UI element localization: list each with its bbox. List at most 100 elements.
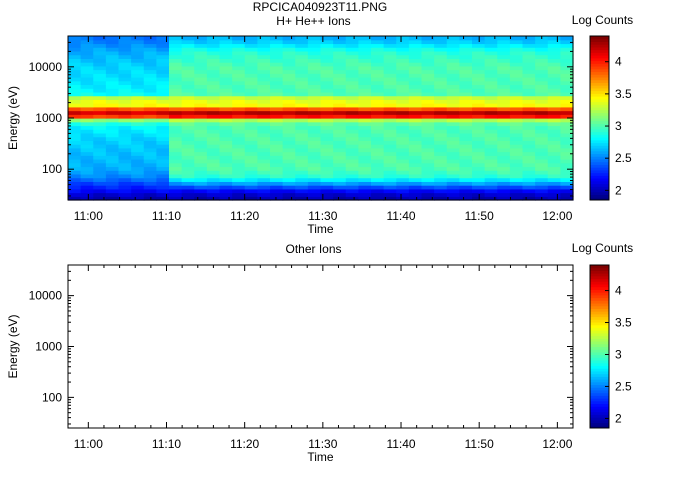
spectrogram-cell xyxy=(181,43,195,48)
spectrogram-cell xyxy=(484,62,498,67)
spectrogram-cell xyxy=(181,88,195,93)
spectrogram-cell xyxy=(484,125,498,130)
spectrogram-cell xyxy=(345,121,359,127)
spectrogram-cell xyxy=(194,114,208,119)
spectrogram-cell xyxy=(484,88,498,93)
spectrogram-cell xyxy=(459,166,473,171)
spectrogram-cell xyxy=(484,84,498,89)
spectrogram-cell xyxy=(547,114,561,119)
spectrogram-cell xyxy=(181,39,195,45)
spectrogram-cell xyxy=(118,162,132,168)
spectrogram-cell xyxy=(547,162,561,168)
spectrogram-cell xyxy=(282,99,296,104)
spectrogram-cell xyxy=(282,62,296,67)
spectrogram-cell xyxy=(93,170,107,175)
spectrogram-cell xyxy=(307,196,322,201)
spectrogram-cell xyxy=(421,80,435,86)
spectrogram-cell xyxy=(232,166,246,171)
spectrogram-cell xyxy=(459,95,473,100)
spectrogram-cell xyxy=(232,147,246,153)
x-tick-label: 11:10 xyxy=(152,209,181,223)
spectrogram-cell xyxy=(396,192,410,197)
spectrogram-cell xyxy=(472,77,486,82)
spectrogram-cell xyxy=(358,151,372,156)
spectrogram-cell xyxy=(446,69,460,74)
spectrogram-cell xyxy=(509,136,524,141)
spectrogram-cell xyxy=(156,162,170,168)
spectrogram-cell xyxy=(257,58,271,63)
spectrogram-cell xyxy=(396,73,410,78)
spectrogram-cell xyxy=(194,185,208,190)
spectrogram-cell xyxy=(143,192,157,197)
spectrogram-cell xyxy=(396,54,410,59)
spectrogram-cell xyxy=(105,88,120,93)
spectrogram-cell xyxy=(371,118,385,123)
spectrogram-cell xyxy=(169,192,183,197)
spectrogram-cell xyxy=(472,188,486,194)
spectrogram-cell xyxy=(156,114,170,119)
spectrogram-cell xyxy=(522,114,536,119)
spectrogram-cell xyxy=(459,129,473,134)
spectrogram-cell xyxy=(434,114,448,119)
spectrogram-cell xyxy=(459,159,473,164)
spectrogram-cell xyxy=(371,136,385,141)
spectrogram-cell xyxy=(232,121,246,127)
y-tick-label: 10000 xyxy=(29,60,63,74)
spectrogram-cell xyxy=(408,159,423,164)
spectrogram-cell xyxy=(181,62,195,67)
spectrogram-cell xyxy=(333,188,347,194)
spectrogram-cell xyxy=(383,144,397,149)
spectrogram-cell xyxy=(446,188,460,194)
colorbar-segment xyxy=(590,120,609,124)
spectrogram-cell xyxy=(282,58,296,63)
spectrogram-cell xyxy=(396,185,410,190)
spectrogram-cell xyxy=(80,54,94,59)
spectrogram-cell xyxy=(459,140,473,145)
colorbar-segment xyxy=(590,164,609,168)
spectrogram-cell xyxy=(219,170,233,175)
spectrogram-cell xyxy=(105,99,120,104)
colorbar-segment xyxy=(590,126,609,130)
spectrogram-cell xyxy=(118,106,132,112)
spectrogram-cell xyxy=(105,110,120,115)
spectrogram-cell xyxy=(408,129,423,134)
spectrogram-cell xyxy=(371,196,385,201)
spectrogram-cell xyxy=(282,73,296,78)
spectrogram-cell xyxy=(257,192,271,197)
spectrogram-cell xyxy=(345,177,359,182)
spectrogram-cell xyxy=(156,166,170,171)
spectrogram-cell xyxy=(371,62,385,67)
spectrogram-cell xyxy=(345,58,359,63)
spectrogram-cell xyxy=(156,118,170,123)
spectrogram-cell xyxy=(219,47,233,52)
spectrogram-cell xyxy=(345,65,359,71)
colorbar-segment xyxy=(590,267,609,271)
spectrogram-cell xyxy=(560,73,574,78)
spectrogram-cell xyxy=(383,54,397,59)
colorbar-segment xyxy=(590,107,609,111)
spectrogram-cell xyxy=(118,91,132,97)
spectrogram-cell xyxy=(244,54,258,59)
spectrogram-cell xyxy=(408,155,423,160)
spectrogram-cell xyxy=(484,103,498,108)
spectrogram-cell xyxy=(169,95,183,100)
spectrogram-cell xyxy=(156,39,170,45)
spectrogram-cell xyxy=(295,69,309,74)
spectrogram-cell xyxy=(131,151,145,156)
spectrogram-cell xyxy=(295,84,309,89)
spectrogram-cell xyxy=(282,47,296,52)
spectrogram-cell xyxy=(105,129,120,134)
spectrogram-cell xyxy=(560,58,574,63)
spectrogram-cell xyxy=(383,155,397,160)
spectrogram-cell xyxy=(194,121,208,127)
spectrogram-cell xyxy=(307,77,322,82)
spectrogram-cell xyxy=(408,110,423,115)
spectrogram-cell xyxy=(560,129,574,134)
colorbar-segment xyxy=(590,387,609,391)
spectrogram-cell xyxy=(333,170,347,175)
spectrogram-cell xyxy=(408,140,423,145)
spectrogram-cell xyxy=(408,166,423,171)
spectrogram-cell xyxy=(446,110,460,115)
spectrogram-cell xyxy=(497,36,511,41)
spectrogram-cell xyxy=(383,181,397,186)
